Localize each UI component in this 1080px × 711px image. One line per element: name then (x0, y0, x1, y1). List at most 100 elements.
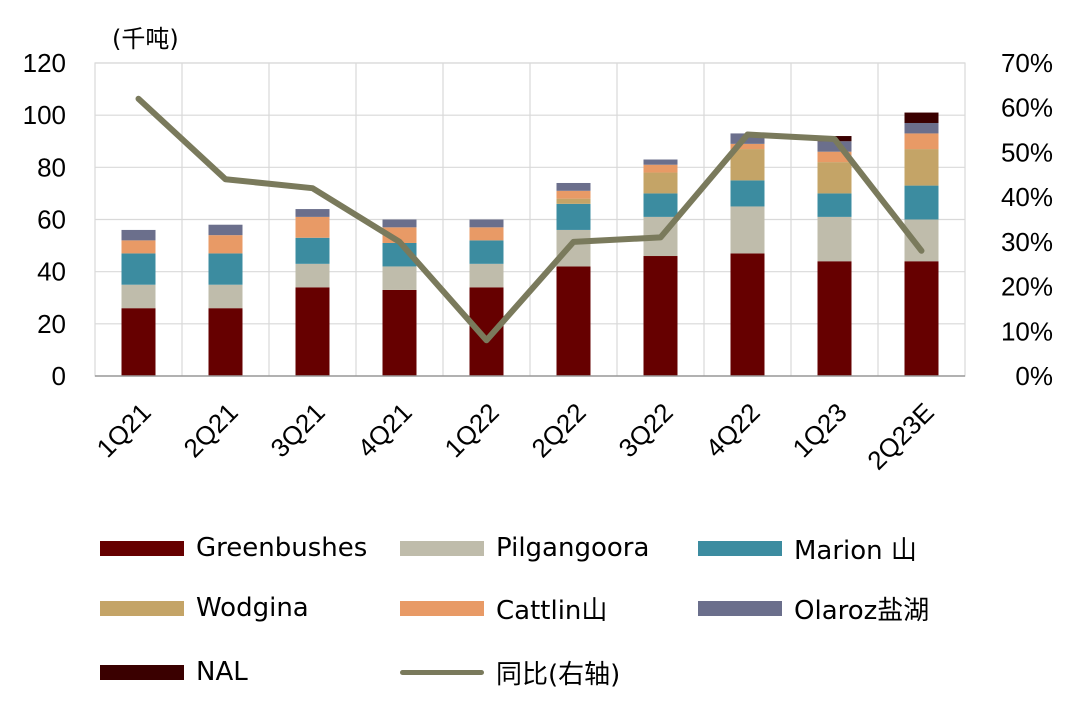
legend-label: 同比(右轴) (496, 659, 621, 690)
x-tick-label: 1Q22 (439, 397, 505, 463)
bar-segment (382, 289, 417, 376)
bar-segment (469, 287, 504, 376)
yoy-line-path (135, 95, 925, 344)
bar-segment (556, 203, 591, 230)
bar-segment (643, 193, 678, 217)
right-tick-label: 10% (1001, 316, 1053, 346)
legend-item-pilgangoora: Pilgangoora (400, 528, 649, 568)
left-tick-label: 40 (37, 257, 66, 287)
bar-segment (295, 237, 330, 264)
legend-swatch (698, 540, 782, 556)
bar-segment (556, 190, 591, 199)
bar-segment (121, 253, 156, 285)
x-tick-label: 1Q21 (91, 397, 157, 463)
bar-segment (643, 172, 678, 194)
legend-swatch (400, 600, 484, 616)
bar-segment (208, 235, 243, 254)
legend-item-marion: Marion 山 (698, 528, 917, 568)
bar-segment (904, 185, 939, 220)
right-tick-label: 40% (1001, 182, 1053, 212)
bar-segment (295, 216, 330, 238)
bar-segment (208, 253, 243, 285)
x-tick-label: 3Q21 (265, 397, 331, 463)
bar-segment (121, 284, 156, 309)
left-axis-unit: (千吨) (112, 25, 179, 53)
legend: Greenbushes Pilgangoora Marion 山 Wodgina… (100, 528, 1000, 698)
right-tick-label: 20% (1001, 272, 1053, 302)
bar-segment (730, 149, 765, 181)
legend-item-greenbushes: Greenbushes (100, 528, 367, 568)
right-axis-ticks: 0% 10% 20% 30% 40% 50% 60% 70% (1001, 48, 1053, 391)
bar-segment (469, 219, 504, 228)
bar-segment (817, 261, 852, 376)
left-axis-ticks: 0 20 40 60 80 100 120 (23, 48, 66, 391)
bar-segment (817, 151, 852, 163)
bar-segment (817, 141, 852, 152)
left-tick-label: 80 (37, 152, 66, 182)
yoy-line (135, 95, 925, 344)
bar-segment (904, 149, 939, 186)
bar-segment (295, 263, 330, 288)
x-tick-label: 1Q23 (787, 397, 853, 463)
bar-segment (295, 209, 330, 217)
legend-item-yoy: 同比(右轴) (400, 652, 620, 692)
legend-item-nal: NAL (100, 652, 248, 692)
left-tick-label: 20 (37, 309, 66, 339)
right-tick-label: 0% (1015, 361, 1053, 391)
bar-segment (382, 219, 417, 228)
bar-segment (904, 133, 939, 150)
legend-swatch (100, 600, 184, 616)
x-axis-ticks: 1Q21 2Q21 3Q21 4Q21 1Q22 2Q22 3Q22 4Q22 1Q23 2Q23… (91, 397, 940, 475)
x-tick-label: 2Q23E (861, 397, 939, 475)
legend-label: Greenbushes (196, 533, 368, 563)
left-tick-label: 0 (52, 361, 66, 391)
legend-item-wodgina: Wodgina (100, 588, 309, 628)
left-tick-label: 120 (23, 48, 66, 78)
right-tick-label: 60% (1001, 93, 1053, 123)
x-tick-label: 2Q22 (526, 397, 592, 463)
legend-label: Marion 山 (794, 535, 917, 566)
legend-swatch (100, 664, 184, 680)
right-tick-label: 50% (1001, 137, 1053, 167)
legend-item-cattlin: Cattlin山 (400, 588, 607, 628)
bar-segment (730, 180, 765, 207)
legend-label: NAL (196, 657, 248, 687)
bar-segment (121, 229, 156, 241)
bar-segment (730, 206, 765, 254)
legend-label: Cattlin山 (496, 595, 608, 626)
legend-item-olaroz: Olaroz盐湖 (698, 588, 929, 628)
bar-segment (121, 240, 156, 254)
bar-segment (817, 216, 852, 262)
x-tick-label: 2Q21 (178, 397, 244, 463)
legend-line (400, 669, 484, 675)
bar-segment (556, 266, 591, 376)
left-tick-label: 100 (23, 100, 66, 130)
bar-segment (556, 198, 591, 204)
bar-segment (121, 308, 156, 376)
left-tick-label: 60 (37, 205, 66, 235)
bar-segment (556, 229, 591, 267)
legend-swatch (698, 600, 782, 616)
x-tick-label: 3Q22 (613, 397, 679, 463)
legend-swatch (400, 540, 484, 556)
bar-segment (730, 253, 765, 376)
bar-segment (469, 263, 504, 288)
bar-segment (730, 143, 765, 150)
bar-segment (382, 266, 417, 290)
bar-segment (643, 164, 678, 173)
bar-segment (817, 193, 852, 217)
bar-segment (208, 308, 243, 376)
legend-label: Olaroz盐湖 (794, 595, 930, 626)
bar-segment (208, 284, 243, 309)
bar-segment (556, 182, 591, 191)
bar-segment (469, 240, 504, 264)
bar-segment (643, 159, 678, 165)
legend-swatch (100, 540, 184, 556)
right-tick-label: 70% (1001, 48, 1053, 78)
bars (121, 112, 939, 376)
bar-segment (817, 162, 852, 194)
right-tick-label: 30% (1001, 227, 1053, 257)
legend-label: Pilgangoora (496, 533, 650, 563)
bar-segment (295, 287, 330, 376)
